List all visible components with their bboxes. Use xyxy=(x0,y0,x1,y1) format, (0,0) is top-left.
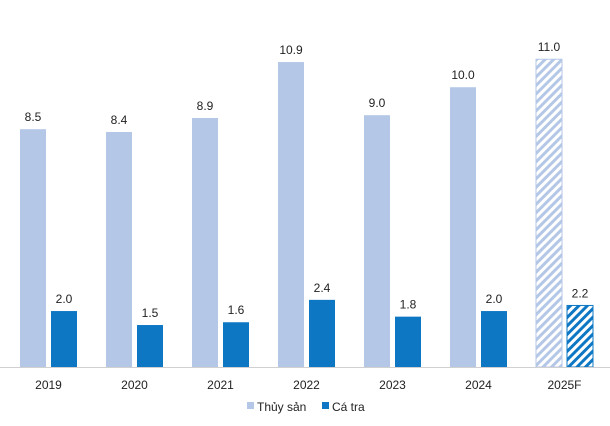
value-label-ca-tra-2025f: 2.2 xyxy=(572,286,589,300)
legend-label-thuy-san: Thủy sản xyxy=(257,400,306,414)
bar-ca-tra-2023 xyxy=(395,316,421,367)
x-tick-label-2023: 2023 xyxy=(379,378,406,392)
bar-thuy-san-2019 xyxy=(20,129,46,367)
bar-ca-tra-2025f xyxy=(566,304,594,368)
value-label-thuy-san-2022: 10.9 xyxy=(279,43,303,57)
value-label-ca-tra-2023: 1.8 xyxy=(400,298,417,312)
legend-swatch-ca-tra xyxy=(322,402,329,409)
value-label-thuy-san-2025f: 11.0 xyxy=(538,40,561,54)
bar-ca-tra-2019 xyxy=(51,311,77,367)
bar-thuy-san-2023 xyxy=(364,115,390,367)
x-tick-label-2024: 2024 xyxy=(465,378,492,392)
x-tick-labels: 2019 2020 2021 2022 2023 2024 2025F xyxy=(35,378,581,392)
bars-layer xyxy=(20,58,594,368)
value-label-thuy-san-2021: 8.9 xyxy=(197,99,214,113)
value-label-thuy-san-2019: 8.5 xyxy=(25,110,42,124)
bar-thuy-san-2022 xyxy=(278,62,304,367)
bar-ca-tra-2022 xyxy=(309,299,335,367)
value-label-thuy-san-2023: 9.0 xyxy=(369,96,386,110)
value-label-thuy-san-2024: 10.0 xyxy=(451,68,475,82)
value-label-ca-tra-2019: 2.0 xyxy=(56,292,73,306)
x-tick-label-2022: 2022 xyxy=(293,378,320,392)
bar-ca-tra-2020 xyxy=(137,325,163,367)
legend-label-ca-tra: Cá tra xyxy=(332,400,365,414)
x-tick-label-2025f: 2025F xyxy=(547,378,581,392)
bar-ca-tra-2024 xyxy=(481,311,507,367)
legend: Thủy sản Cá tra xyxy=(247,400,365,414)
bar-thuy-san-2020 xyxy=(106,131,132,367)
bar-ca-tra-2021 xyxy=(223,322,249,367)
x-tick-label-2019: 2019 xyxy=(35,378,62,392)
x-tick-label-2020: 2020 xyxy=(121,378,148,392)
legend-swatch-thuy-san xyxy=(247,402,254,409)
x-tick-label-2021: 2021 xyxy=(207,378,234,392)
value-label-thuy-san-2020: 8.4 xyxy=(111,113,128,127)
value-label-ca-tra-2024: 2.0 xyxy=(486,292,503,306)
value-label-ca-tra-2022: 2.4 xyxy=(314,281,331,295)
value-label-ca-tra-2020: 1.5 xyxy=(142,306,159,320)
bar-thuy-san-2021 xyxy=(192,118,218,368)
value-labels-layer: 8.5 2.0 8.4 1.5 8.9 1.6 10.9 2.4 9.0 1.8 10.0 2.0 11… xyxy=(25,40,589,320)
bar-thuy-san-2025f xyxy=(535,58,563,368)
value-label-ca-tra-2021: 1.6 xyxy=(228,303,245,317)
bar-thuy-san-2024 xyxy=(450,87,476,367)
